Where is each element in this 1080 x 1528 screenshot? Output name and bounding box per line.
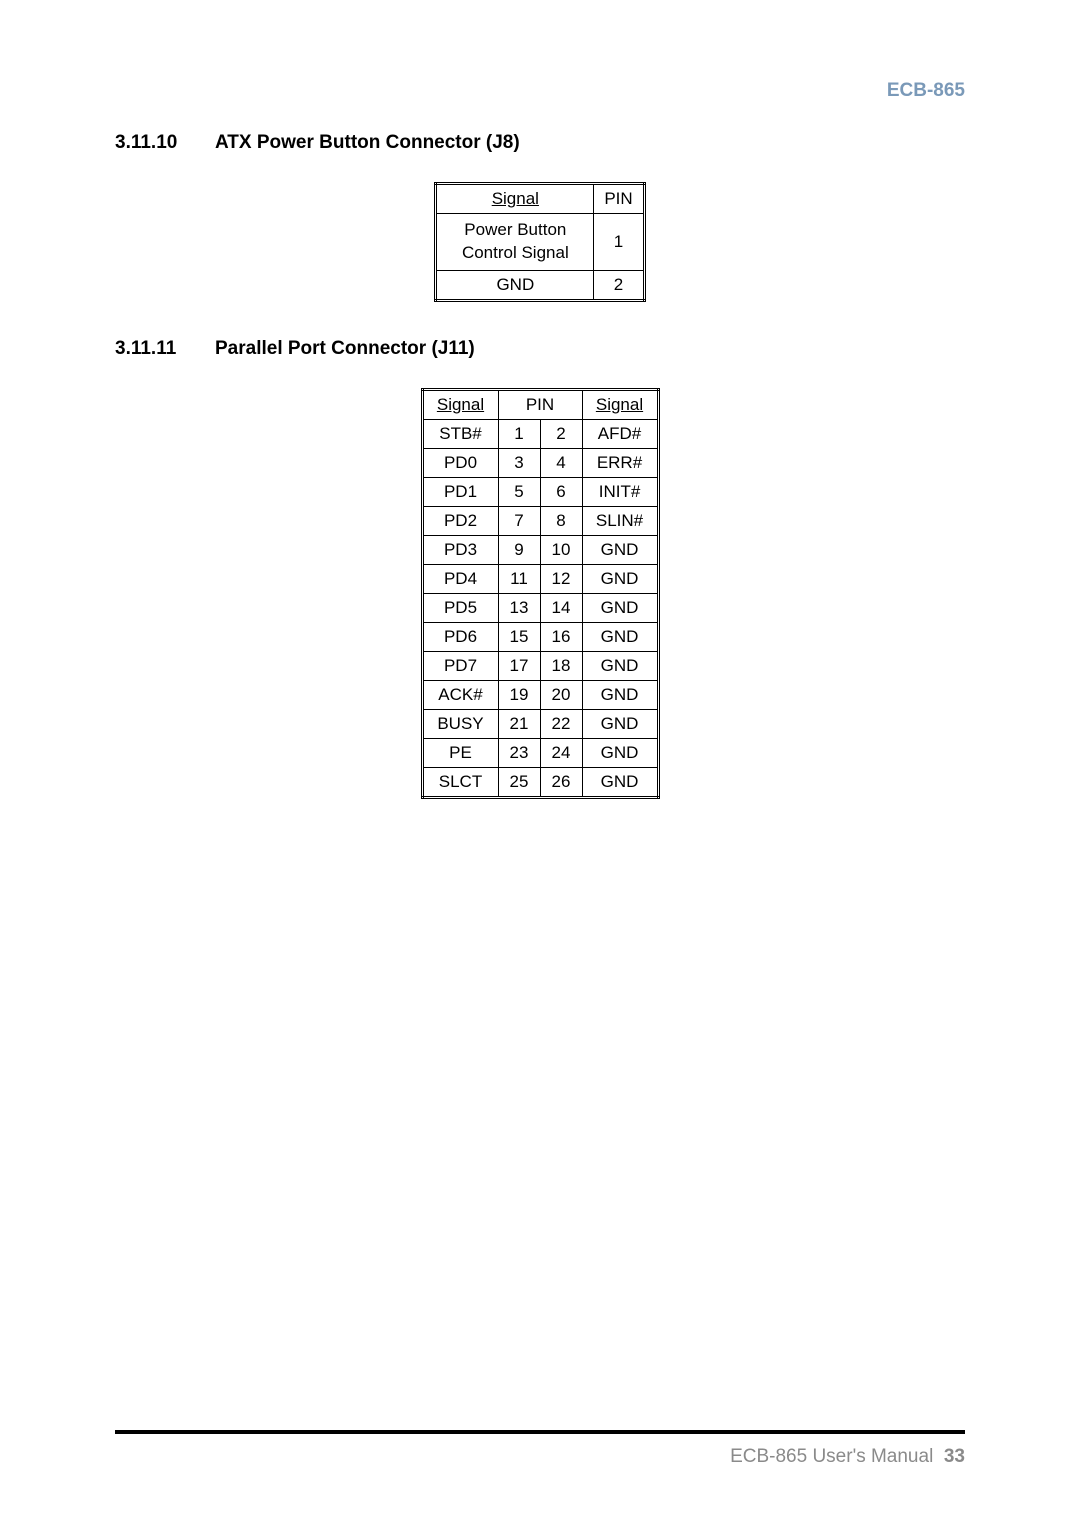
cell-pin-left: 17 — [498, 651, 540, 680]
cell-pin-left: 21 — [498, 709, 540, 738]
footer-divider — [115, 1430, 965, 1434]
footer-text: ECB-865 User's Manual 33 — [115, 1446, 965, 1468]
cell-signal-left: ACK# — [422, 680, 498, 709]
cell-signal-right: INIT# — [582, 477, 658, 506]
section-heading-1: 3.11.10 ATX Power Button Connector (J8) — [115, 132, 965, 154]
cell-signal-left: PD3 — [422, 535, 498, 564]
table-row: PE2324GND — [422, 738, 658, 767]
cell-pin-left: 7 — [498, 506, 540, 535]
table-row: PD3910GND — [422, 535, 658, 564]
cell-signal-left: PD7 — [422, 651, 498, 680]
cell-pin-right: 2 — [540, 419, 582, 448]
cell-signal-right: GND — [582, 651, 658, 680]
cell-signal-left: PD0 — [422, 448, 498, 477]
section-number-1: 3.11.10 — [115, 132, 215, 154]
section-title-2: Parallel Port Connector (J11) — [215, 338, 965, 360]
cell-pin-right: 24 — [540, 738, 582, 767]
table-row: PD41112GND — [422, 564, 658, 593]
table-row: GND 2 — [436, 270, 644, 300]
cell-pin-left: 15 — [498, 622, 540, 651]
cell-pin-right: 26 — [540, 767, 582, 797]
cell-pin-right: 8 — [540, 506, 582, 535]
table-row: PD278SLIN# — [422, 506, 658, 535]
cell-signal: Power Button Control Signal — [436, 214, 594, 271]
cell-pin-right: 20 — [540, 680, 582, 709]
cell-signal-right: AFD# — [582, 419, 658, 448]
cell-pin-left: 11 — [498, 564, 540, 593]
cell-pin-right: 6 — [540, 477, 582, 506]
table-row: Power Button Control Signal 1 — [436, 214, 644, 271]
section-title-1: ATX Power Button Connector (J8) — [215, 132, 965, 154]
page-footer: ECB-865 User's Manual 33 — [115, 1430, 965, 1468]
cell-signal-left: PD1 — [422, 477, 498, 506]
cell-signal-left: PE — [422, 738, 498, 767]
table-row: PD034ERR# — [422, 448, 658, 477]
cell-pin-left: 23 — [498, 738, 540, 767]
cell-pin-left: 5 — [498, 477, 540, 506]
cell-pin-left: 13 — [498, 593, 540, 622]
cell-signal-left: PD4 — [422, 564, 498, 593]
cell-pin-right: 18 — [540, 651, 582, 680]
cell-signal-right: ERR# — [582, 448, 658, 477]
cell-signal-right: GND — [582, 709, 658, 738]
cell-signal-left: PD6 — [422, 622, 498, 651]
header-signal-right: Signal — [582, 389, 658, 419]
header-signal-left: Signal — [422, 389, 498, 419]
cell-pin: 2 — [594, 270, 644, 300]
table-row: PD61516GND — [422, 622, 658, 651]
table-j8-wrapper: Signal PIN Power Button Control Signal 1… — [115, 182, 965, 302]
cell-signal-left: STB# — [422, 419, 498, 448]
table-j11: Signal PIN Signal STB#12AFD#PD034ERR#PD1… — [421, 388, 660, 799]
table-row: PD71718GND — [422, 651, 658, 680]
cell-pin-right: 16 — [540, 622, 582, 651]
cell-text-line1: Power Button — [464, 220, 566, 239]
header-signal: Signal — [436, 184, 594, 214]
cell-signal-left: PD5 — [422, 593, 498, 622]
cell-signal-right: GND — [582, 767, 658, 797]
table-row: PD156INIT# — [422, 477, 658, 506]
cell-signal-right: GND — [582, 535, 658, 564]
cell-pin-right: 22 — [540, 709, 582, 738]
header-pin: PIN — [498, 389, 582, 419]
cell-pin-left: 3 — [498, 448, 540, 477]
cell-pin-right: 10 — [540, 535, 582, 564]
table-j11-wrapper: Signal PIN Signal STB#12AFD#PD034ERR#PD1… — [115, 388, 965, 799]
header-pin: PIN — [594, 184, 644, 214]
cell-signal-right: GND — [582, 738, 658, 767]
cell-signal-right: GND — [582, 593, 658, 622]
cell-signal-left: PD2 — [422, 506, 498, 535]
cell-pin-right: 12 — [540, 564, 582, 593]
cell-signal-right: GND — [582, 622, 658, 651]
table-row: BUSY2122GND — [422, 709, 658, 738]
header-brand: ECB-865 — [115, 80, 965, 102]
footer-manual-text: ECB-865 User's Manual — [730, 1446, 933, 1467]
cell-pin-right: 14 — [540, 593, 582, 622]
cell-signal-left: SLCT — [422, 767, 498, 797]
cell-signal-right: GND — [582, 680, 658, 709]
section-heading-2: 3.11.11 Parallel Port Connector (J11) — [115, 338, 965, 360]
table-row: SLCT2526GND — [422, 767, 658, 797]
cell-signal-left: BUSY — [422, 709, 498, 738]
cell-pin: 1 — [594, 214, 644, 271]
cell-pin-left: 1 — [498, 419, 540, 448]
section-number-2: 3.11.11 — [115, 338, 215, 360]
cell-signal-right: GND — [582, 564, 658, 593]
cell-pin-right: 4 — [540, 448, 582, 477]
table-row: ACK#1920GND — [422, 680, 658, 709]
table-row: STB#12AFD# — [422, 419, 658, 448]
cell-text-line2: Control Signal — [462, 243, 569, 262]
table-header-row: Signal PIN — [436, 184, 644, 214]
cell-signal-right: SLIN# — [582, 506, 658, 535]
cell-pin-left: 25 — [498, 767, 540, 797]
table-row: PD51314GND — [422, 593, 658, 622]
cell-pin-left: 9 — [498, 535, 540, 564]
cell-pin-left: 19 — [498, 680, 540, 709]
footer-page-number: 33 — [944, 1446, 965, 1467]
table-j8: Signal PIN Power Button Control Signal 1… — [434, 182, 645, 302]
cell-signal: GND — [436, 270, 594, 300]
table-header-row: Signal PIN Signal — [422, 389, 658, 419]
